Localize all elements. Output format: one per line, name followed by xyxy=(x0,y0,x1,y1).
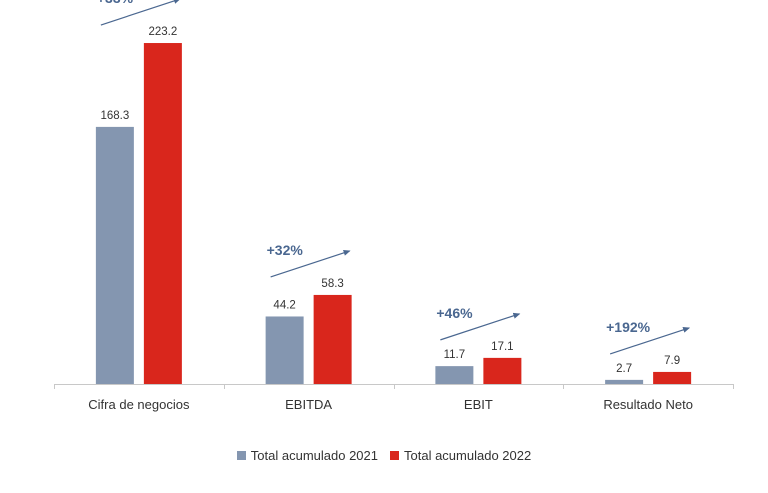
bar-2022-3 xyxy=(483,357,522,384)
bar-2022-2 xyxy=(313,294,352,384)
category-label: Cifra de negocios xyxy=(88,397,190,412)
growth-label: +32% xyxy=(267,242,304,258)
category-label: Resultado Neto xyxy=(603,397,693,412)
bar-2021-2 xyxy=(265,316,304,384)
value-label: 223.2 xyxy=(148,26,177,38)
bar-2021-3 xyxy=(435,366,474,384)
legend-label-2022: Total acumulado 2022 xyxy=(404,448,532,463)
legend-swatch-2022 xyxy=(390,451,399,460)
growth-label: +33% xyxy=(97,0,134,6)
growth-arrow xyxy=(440,312,521,341)
growth-arrow xyxy=(270,249,351,278)
value-label: 168.3 xyxy=(100,110,129,122)
bar-2021-1 xyxy=(95,126,134,384)
value-label: 7.9 xyxy=(664,355,680,367)
value-label: 44.2 xyxy=(273,299,295,311)
category-label: EBITDA xyxy=(285,397,332,412)
bar-2021-4 xyxy=(605,379,644,384)
bar-2022-4 xyxy=(653,371,692,384)
value-label: 11.7 xyxy=(444,349,466,361)
value-label: 58.3 xyxy=(321,278,343,290)
value-label: 2.7 xyxy=(616,363,632,375)
growth-arrow xyxy=(609,326,691,355)
growth-label: +192% xyxy=(606,319,651,335)
legend-item-2022: Total acumulado 2022 xyxy=(390,448,531,463)
growth-label: +46% xyxy=(436,305,473,321)
legend-swatch-2021 xyxy=(236,451,246,460)
growth-arrow xyxy=(100,0,181,26)
value-label: 17.1 xyxy=(491,341,513,353)
category-label: EBIT xyxy=(464,397,493,412)
bar-2022-1 xyxy=(143,43,182,385)
legend-label-2021: Total acumulado 2021 xyxy=(250,448,378,463)
legend: Total acumulado 2021 Total acumulado 202… xyxy=(0,448,768,463)
legend-item-2021: Total acumulado 2021 xyxy=(236,448,378,463)
